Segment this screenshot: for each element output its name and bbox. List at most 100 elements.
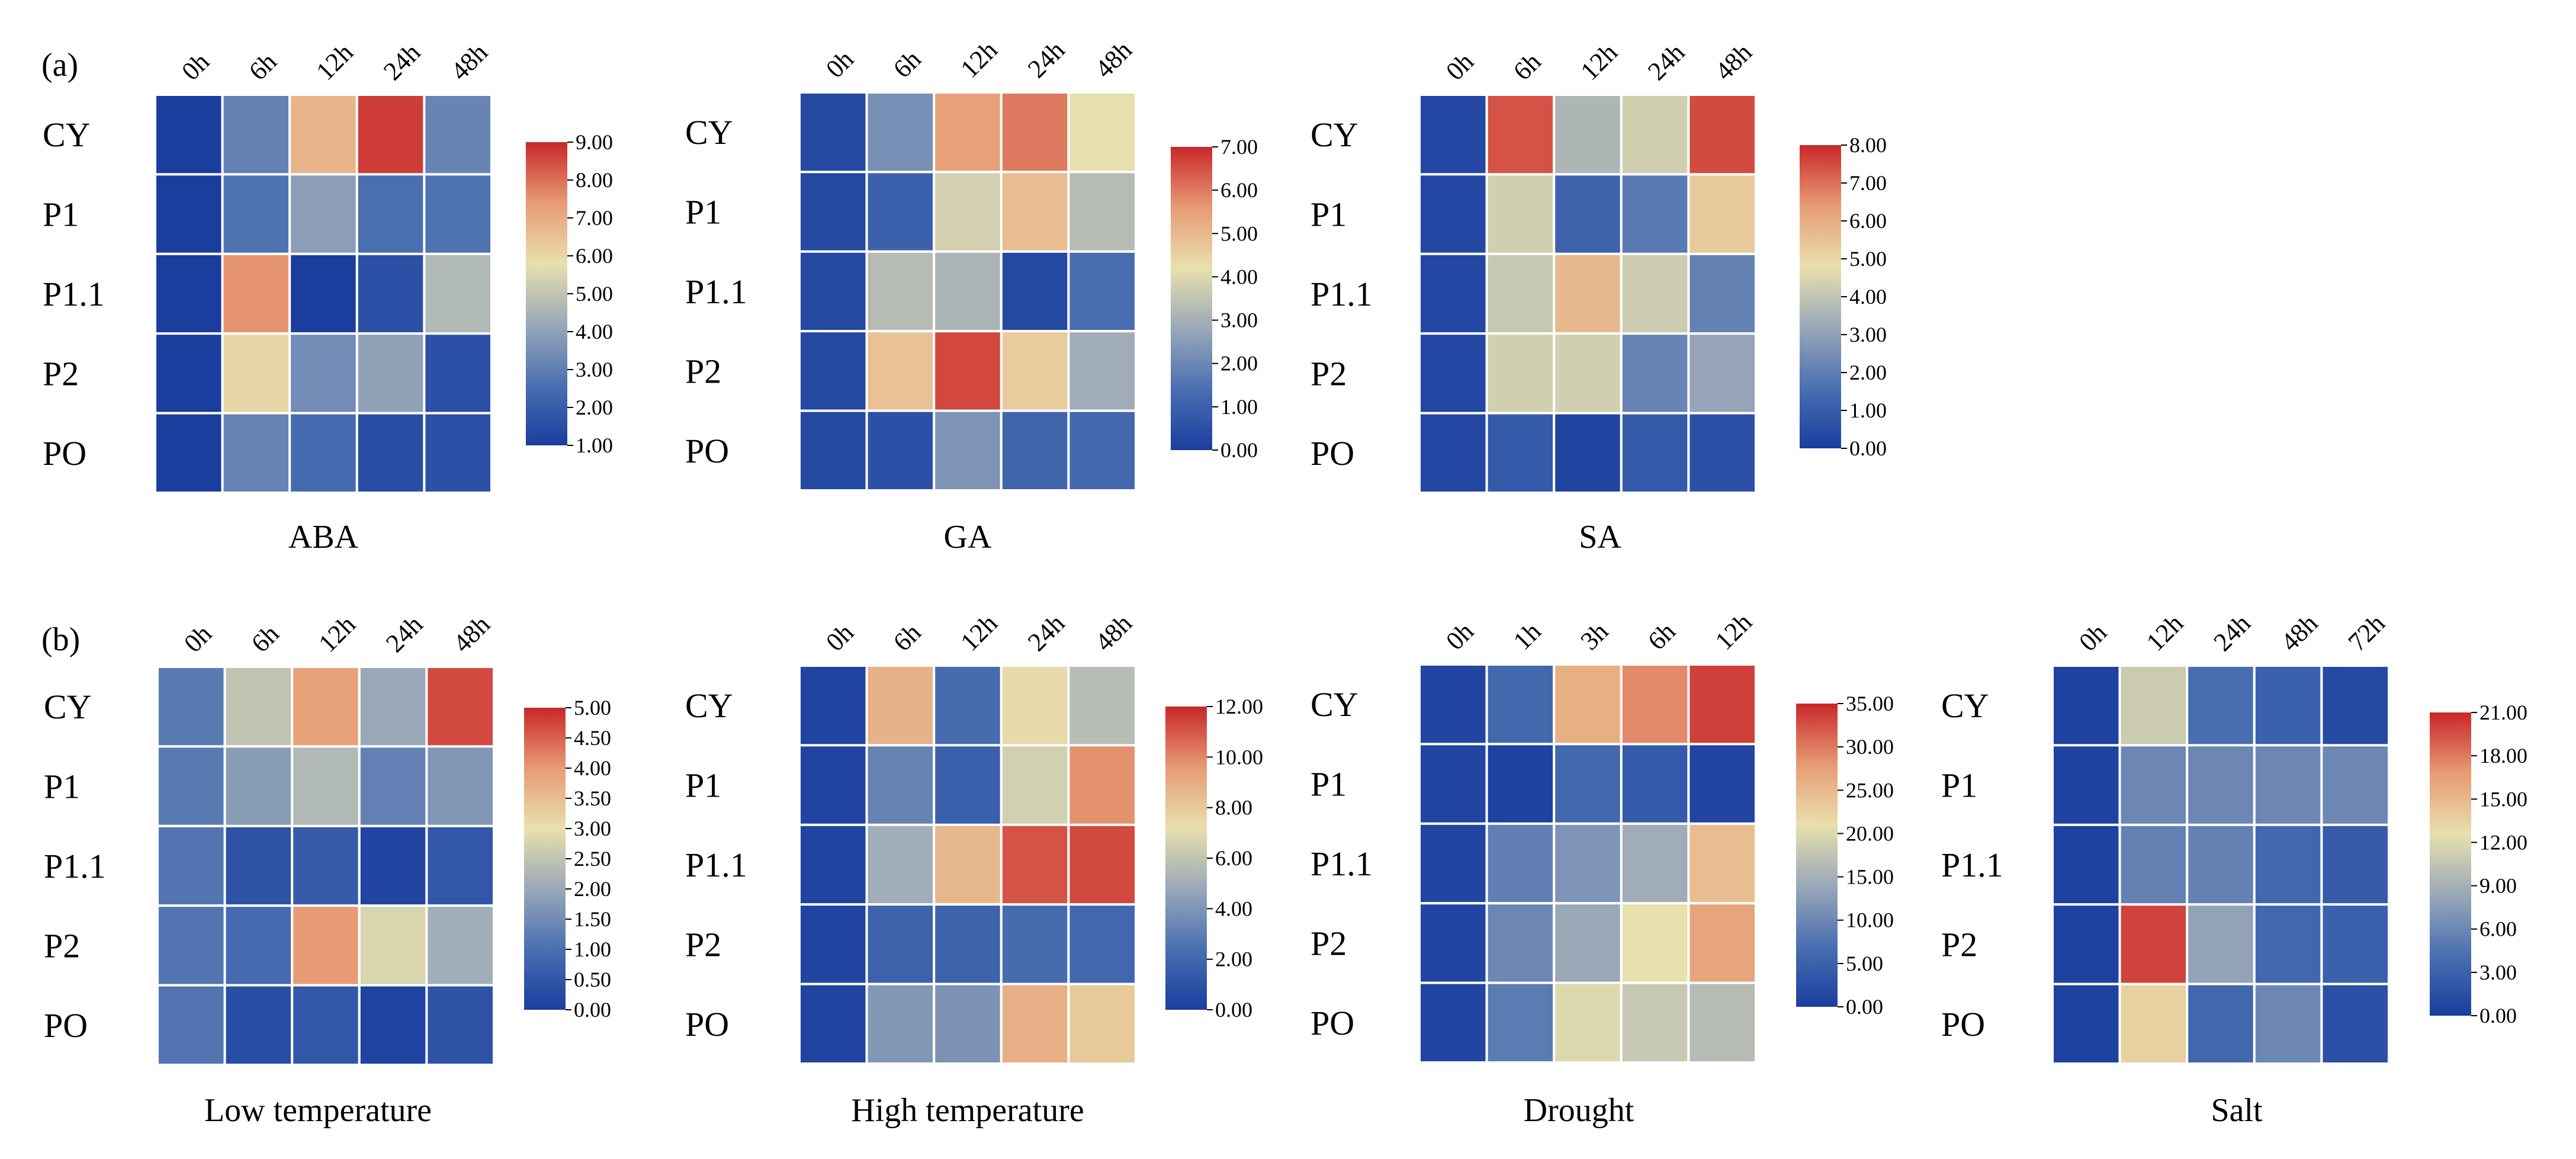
heatmap-cell [1485,663,1556,746]
colorbar [1796,704,1838,1007]
heatmap-cell [1687,94,1757,176]
colorbar-tick-label: 3.00 [574,817,611,840]
heatmap-panel: 0h 6h 12h 24h 48h CY P1 P1.1 P2 PO High temperatur… [685,609,1263,1129]
colorbar-tick-label: 2.00 [1220,352,1258,375]
heatmap-cell [1485,252,1556,335]
colorbar-tick-label: 4.00 [1220,265,1258,288]
colorbar-tick-label: 0.00 [2479,1004,2517,1028]
colorbar-tick-label: 7.00 [1849,171,1887,195]
colorbar-tick-label: 6.00 [576,244,613,268]
column-label: 3h [1575,617,1614,656]
heatmap-cell [1485,412,1556,494]
heatmap-cell [1687,663,1757,746]
colorbar-tick-label: 4.00 [576,320,613,343]
colorbar-tick-label: 6.00 [1220,178,1258,202]
colorbar-tick-label: 15.00 [2479,787,2527,811]
heatmap-cell [1067,903,1138,985]
heatmap-cell [423,173,493,255]
colorbar-tick-label: 5.00 [1220,221,1258,245]
heatmap-cell [1485,743,1556,825]
heatmap-cell [2253,983,2323,1065]
heatmap-cell [2186,983,2256,1065]
heatmap-cell [358,904,428,987]
heatmap-cell [1687,173,1757,255]
column-label: 0h [820,618,859,657]
row-label: CY [43,115,91,154]
colorbar-tick-label: 4.00 [1849,285,1887,309]
heatmap-cell [425,984,496,1066]
colorbar-tick-label: 5.00 [1846,952,1883,975]
column-label: 6h [888,44,927,84]
heatmap-cell [154,252,224,335]
heatmap-cell [156,824,226,907]
colorbar-tick-label: 2.50 [574,847,611,871]
panel-title: SA [1579,519,1621,556]
heatmap-cell [355,94,426,176]
heatmap-cell [1418,902,1488,984]
colorbar-tick-label: 4.50 [574,726,611,750]
heatmap-cell [355,332,426,415]
heatmap-cell [1687,743,1757,825]
heatmap-cell [1067,983,1138,1065]
heatmap-cell [933,744,1003,826]
heatmap-cell [2051,983,2121,1065]
heatmap-cell [156,904,226,987]
colorbar-tick-label: 1.00 [1220,395,1258,419]
heatmap-cell [1000,744,1070,826]
heatmap-cell [1553,412,1623,494]
colorbar-tick-label: 10.00 [1846,908,1894,932]
heatmap-cell [2253,823,2323,906]
heatmap-cell [798,91,868,174]
heatmap-cell [2320,983,2390,1065]
heatmap-cell [1067,91,1138,174]
heatmap-cell [291,904,361,987]
column-label: 48h [2275,609,2323,657]
heatmap-cell [798,744,868,826]
row-label: P1 [685,193,721,232]
colorbar-tick-label: 2.00 [1215,948,1252,971]
row-label: P1.1 [685,272,747,311]
column-label: 24h [378,38,426,86]
heatmap-cell [865,744,936,826]
colorbar-tick-label: 3.00 [1849,323,1887,346]
row-label: P1.1 [44,847,106,885]
heatmap-cell [1067,409,1138,492]
colorbar-tick-label: 0.00 [1846,995,1883,1019]
heatmap-cell [1687,822,1757,905]
heatmap-cell [2118,664,2189,747]
heatmap-cell [1485,902,1556,984]
heatmap-cell [221,412,291,494]
column-label: 12h [955,609,1003,657]
column-label: 0h [176,47,215,86]
heatmap-cell [223,666,294,748]
heatmap-cell [1553,173,1623,255]
panel-title: GA [944,519,992,556]
colorbar-tick-label: 25.00 [1846,778,1894,802]
heatmap-cell [1485,332,1556,415]
heatmap-cell [355,252,426,335]
heatmap-cell [1000,409,1070,492]
colorbar-tick-label: 0.00 [574,998,611,1022]
colorbar-tick-label: 0.00 [1215,998,1252,1022]
heatmap-cell [1553,743,1623,825]
heatmap-cell [358,666,428,748]
row-label: P1 [1311,765,1347,804]
heatmap-panel: 0h 12h 24h 48h 72h CY P1 P1.1 P2 PO Salt 0.00 3.00 6.… [1941,609,2527,1129]
colorbar-tick-label: 0.00 [1220,438,1258,462]
heatmap-cell [1067,250,1138,333]
heatmap-cell [288,412,358,494]
heatmap-cell [1620,902,1690,984]
row-label: CY [685,113,733,152]
column-label: 48h [445,38,493,86]
heatmap-cell [865,91,936,174]
colorbar-tick-label: 5.00 [1849,247,1887,271]
heatmap-cell [2186,823,2256,906]
heatmap-cell [1418,252,1488,335]
heatmap-cell [223,904,294,987]
heatmap-panel: 0h 6h 12h 24h 48h CY P1 P1.1 P2 PO GA 0.00 1.00 2.00 3… [685,36,1258,556]
heatmap-cell [288,252,358,335]
colorbar-tick-label: 30.00 [1846,735,1894,759]
colorbar-tick-label: 12.00 [1215,695,1263,718]
column-label: 1h [1508,617,1547,656]
heatmap-cell [2253,664,2323,747]
